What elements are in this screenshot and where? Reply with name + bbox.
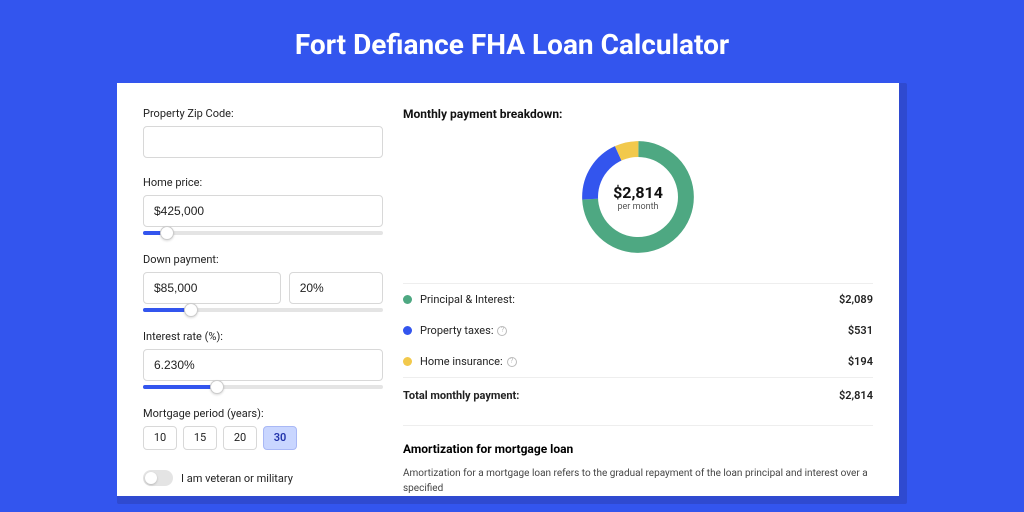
home-price-field: Home price: (143, 176, 383, 235)
donut-subtext: per month (617, 202, 658, 212)
amortization-text: Amortization for a mortgage loan refers … (403, 466, 873, 496)
page-title: Fort Defiance FHA Loan Calculator (0, 0, 1024, 83)
legend-value-taxes: $531 (848, 324, 873, 337)
form-column: Property Zip Code: Home price: Down paym… (143, 107, 383, 496)
donut-container: $2,814 per month (403, 135, 873, 259)
legend-row-insurance: Home insurance: ? $194 (403, 346, 873, 377)
interest-rate-label: Interest rate (%): (143, 330, 383, 343)
info-icon[interactable]: ? (507, 357, 517, 367)
mortgage-period-field: Mortgage period (years): 10 15 20 30 (143, 407, 383, 450)
home-price-slider[interactable] (143, 231, 383, 235)
legend-row-total: Total monthly payment: $2,814 (403, 377, 873, 411)
legend-label-insurance: Home insurance: ? (420, 355, 848, 368)
donut-chart: $2,814 per month (576, 135, 700, 259)
home-price-input[interactable] (143, 195, 383, 227)
home-price-slider-thumb[interactable] (160, 226, 174, 240)
legend-dot-taxes (403, 326, 412, 335)
calculator-card: Property Zip Code: Home price: Down paym… (117, 83, 899, 496)
veteran-label: I am veteran or military (181, 472, 293, 485)
mortgage-period-options: 10 15 20 30 (143, 426, 383, 450)
legend-label-taxes: Property taxes: ? (420, 324, 848, 337)
interest-rate-slider[interactable] (143, 385, 383, 389)
period-btn-10[interactable]: 10 (143, 426, 177, 450)
down-payment-amount-input[interactable] (143, 272, 281, 304)
legend-label-total: Total monthly payment: (403, 389, 839, 402)
down-payment-slider-thumb[interactable] (184, 303, 198, 317)
breakdown-column: Monthly payment breakdown: $2,814 per mo… (403, 107, 873, 496)
period-btn-20[interactable]: 20 (223, 426, 257, 450)
amortization-section: Amortization for mortgage loan Amortizat… (403, 425, 873, 496)
info-icon[interactable]: ? (497, 326, 507, 336)
legend-label-insurance-text: Home insurance: (420, 355, 503, 368)
legend-value-principal: $2,089 (839, 293, 873, 306)
veteran-row: I am veteran or military (143, 470, 383, 486)
donut-center: $2,814 per month (598, 157, 678, 237)
interest-rate-slider-thumb[interactable] (210, 380, 224, 394)
down-payment-field: Down payment: (143, 253, 383, 312)
period-btn-15[interactable]: 15 (183, 426, 217, 450)
card-shadow: Property Zip Code: Home price: Down paym… (117, 83, 907, 504)
legend-label-principal: Principal & Interest: (420, 293, 839, 306)
veteran-toggle[interactable] (143, 470, 173, 486)
interest-rate-input[interactable] (143, 349, 383, 381)
amortization-title: Amortization for mortgage loan (403, 442, 873, 456)
veteran-toggle-knob (145, 472, 157, 484)
interest-rate-slider-fill (143, 385, 217, 389)
legend-dot-principal (403, 295, 412, 304)
zip-label: Property Zip Code: (143, 107, 383, 120)
legend-label-taxes-text: Property taxes: (420, 324, 493, 337)
interest-rate-field: Interest rate (%): (143, 330, 383, 389)
donut-amount: $2,814 (613, 183, 663, 202)
down-payment-label: Down payment: (143, 253, 383, 266)
legend-value-total: $2,814 (839, 389, 873, 402)
breakdown-title: Monthly payment breakdown: (403, 107, 873, 121)
zip-input[interactable] (143, 126, 383, 158)
legend-row-principal: Principal & Interest: $2,089 (403, 284, 873, 315)
home-price-label: Home price: (143, 176, 383, 189)
legend-row-taxes: Property taxes: ? $531 (403, 315, 873, 346)
down-payment-slider[interactable] (143, 308, 383, 312)
legend: Principal & Interest: $2,089 Property ta… (403, 283, 873, 411)
zip-field: Property Zip Code: (143, 107, 383, 158)
legend-value-insurance: $194 (848, 355, 873, 368)
mortgage-period-label: Mortgage period (years): (143, 407, 383, 420)
legend-dot-insurance (403, 357, 412, 366)
down-payment-percent-input[interactable] (289, 272, 383, 304)
period-btn-30[interactable]: 30 (263, 426, 297, 450)
